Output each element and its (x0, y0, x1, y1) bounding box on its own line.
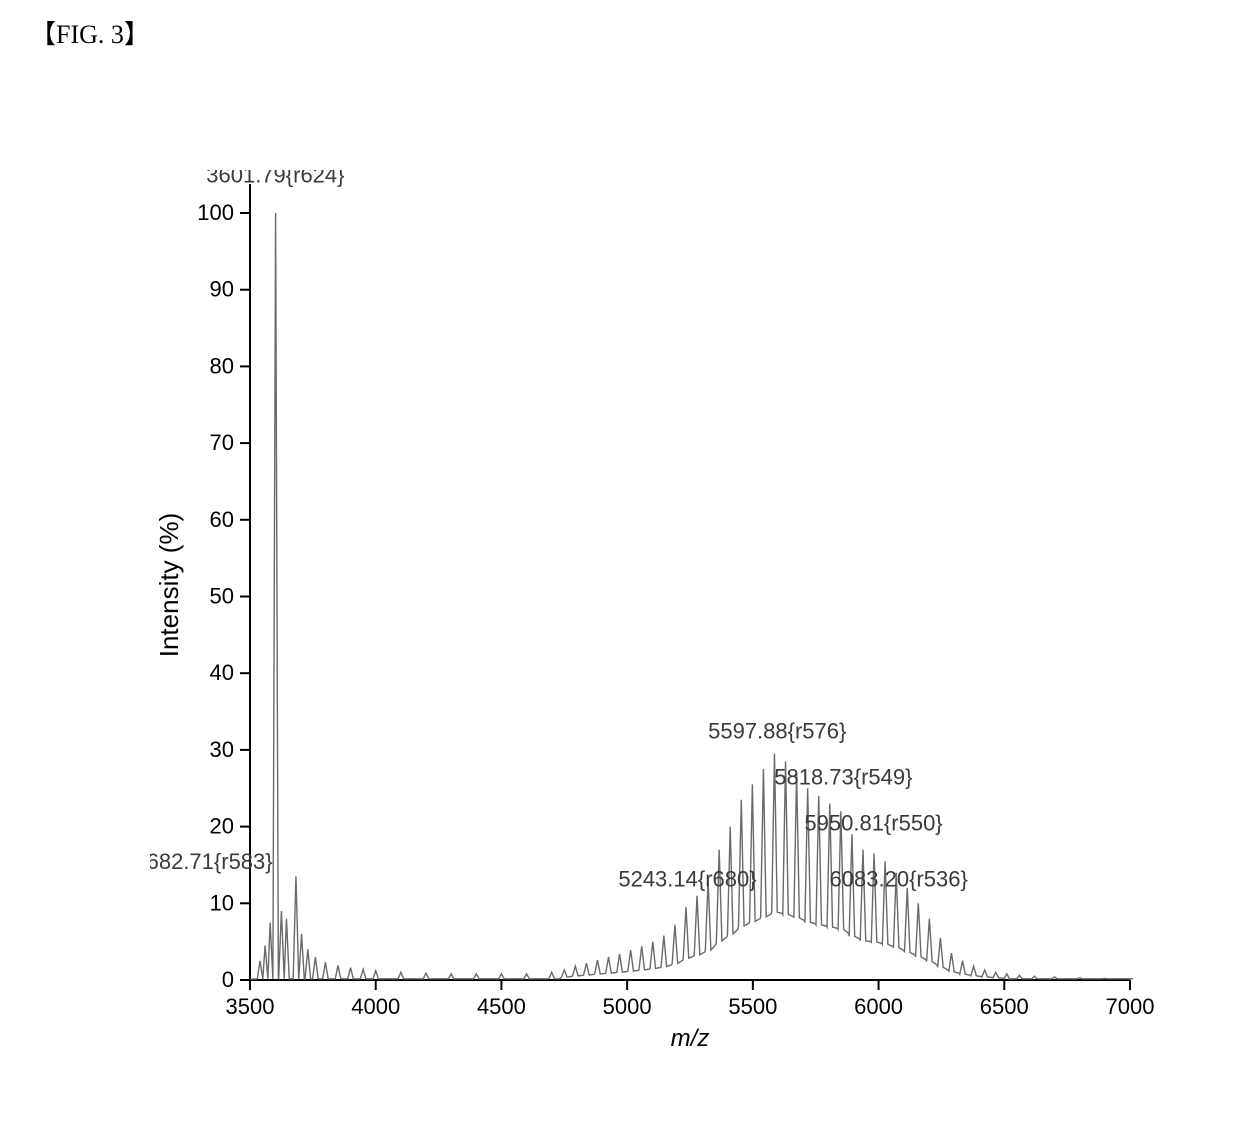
axes (250, 184, 1130, 980)
x-tick-label: 5000 (603, 994, 652, 1019)
mass-spectrum-chart: 0 10 20 30 40 50 60 70 80 90 100 3500 4000 4500 5000 55… (150, 170, 1160, 1070)
y-axis-title: Intensity (%) (154, 513, 184, 658)
y-tick-label: 80 (210, 353, 234, 378)
x-tick-label: 6000 (854, 994, 903, 1019)
x-axis-title: m/z (671, 1025, 710, 1052)
x-tick-label: 3500 (226, 994, 275, 1019)
y-tick-label: 90 (210, 277, 234, 302)
y-tick-label: 40 (210, 660, 234, 685)
y-tick-label: 20 (210, 814, 234, 839)
x-tick-label: 4500 (477, 994, 526, 1019)
x-tick-label: 7000 (1106, 994, 1155, 1019)
x-tick-label: 6500 (980, 994, 1029, 1019)
y-tick-label: 0 (222, 967, 234, 992)
spectrum-svg: 0 10 20 30 40 50 60 70 80 90 100 3500 4000 4500 5000 55… (150, 170, 1160, 1070)
x-tick-label: 4000 (351, 994, 400, 1019)
peak-label: 5818.73{r549} (774, 764, 912, 789)
y-tick-label: 60 (210, 507, 234, 532)
peak-label: 3601.79{r624} (206, 170, 344, 187)
page: 【FIG. 3】 0 10 20 30 40 50 60 70 80 90 100 3500 4000 4… (0, 0, 1240, 1121)
peak-label: 5950.81{r550} (804, 810, 942, 835)
peak-label: 3682.71{r583} (150, 849, 273, 874)
x-tick-label: 5500 (728, 994, 777, 1019)
peak-label: 5243.14{r680} (618, 866, 756, 891)
peak-label: 6083.20{r536} (830, 866, 968, 891)
spectrum-trace (250, 213, 1133, 979)
y-tick-label: 10 (210, 890, 234, 915)
y-tick-label: 50 (210, 584, 234, 609)
y-tick-label: 30 (210, 737, 234, 762)
y-tick-label: 70 (210, 430, 234, 455)
y-tick-label: 100 (197, 200, 234, 225)
peak-label: 5597.88{r576} (708, 718, 846, 743)
figure-title: 【FIG. 3】 (30, 14, 150, 51)
